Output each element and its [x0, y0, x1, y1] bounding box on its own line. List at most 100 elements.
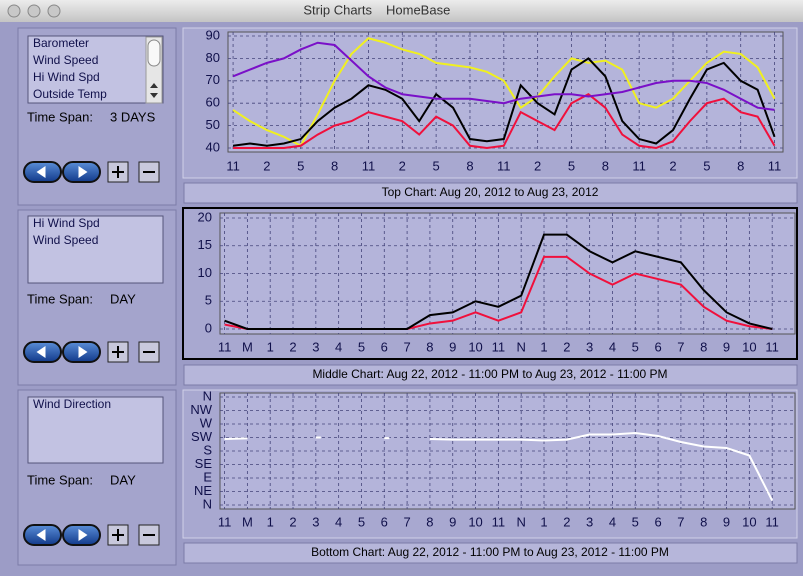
close-button[interactable] [7, 4, 21, 18]
time-span-value: DAY [110, 472, 136, 487]
series-list[interactable] [27, 396, 164, 464]
x-tick-label: 5 [703, 158, 710, 173]
plus-icon [112, 346, 124, 358]
y-tick-label: 10 [198, 265, 212, 280]
series-line [233, 93, 776, 150]
x-tick-label: 5 [358, 514, 365, 529]
series-list-item[interactable]: Hi Wind Spd [33, 216, 100, 230]
x-tick-label: 5 [568, 158, 575, 173]
x-tick-label: 8 [737, 158, 744, 173]
y-tick-label: NW [190, 402, 212, 417]
x-tick-label: 11 [218, 339, 232, 354]
y-tick-label: 70 [206, 72, 220, 87]
x-tick-label: 3 [586, 339, 593, 354]
x-tick-label: M [242, 339, 253, 354]
x-tick-label: 5 [358, 339, 365, 354]
x-tick-label: M [242, 514, 253, 529]
x-tick-label: 3 [312, 514, 319, 529]
x-tick-label: 2 [563, 339, 570, 354]
series-line [232, 37, 776, 148]
plus-icon [112, 166, 124, 178]
series-list-item[interactable]: Outside Temp [33, 87, 107, 101]
x-tick-label: 7 [677, 339, 684, 354]
x-tick-label: 8 [466, 158, 473, 173]
x-tick-label: 8 [426, 514, 433, 529]
x-tick-label: 3 [312, 339, 319, 354]
x-tick-label: 5 [433, 158, 440, 173]
x-tick-label: 1 [267, 339, 274, 354]
zoom-button[interactable] [47, 4, 61, 18]
scroll-arrow[interactable] [150, 83, 158, 98]
x-tick-label: 2 [289, 339, 296, 354]
series-line [232, 57, 776, 147]
window-title: Strip Charts [303, 2, 372, 17]
time-span-value: DAY [110, 291, 136, 306]
y-tick-label: 20 [198, 209, 212, 224]
time-span-label: Time Span: [27, 291, 93, 306]
x-tick-label: 11 [765, 514, 779, 529]
x-tick-label: 1 [540, 514, 547, 529]
series-list[interactable] [27, 35, 164, 104]
x-tick-label: 11 [218, 514, 232, 529]
y-tick-label: 5 [205, 293, 212, 308]
x-tick-label: 9 [449, 339, 456, 354]
x-tick-label: 7 [403, 514, 410, 529]
x-tick-label: 8 [700, 514, 707, 529]
x-tick-label: 9 [449, 514, 456, 529]
y-tick-label: 0 [205, 320, 212, 335]
series-line [224, 233, 773, 330]
series-list[interactable] [27, 215, 164, 284]
series-list-item[interactable]: Wind Speed [33, 53, 98, 67]
y-tick-label: S [203, 442, 212, 457]
chart-caption: Top Chart: Aug 20, 2012 to Aug 23, 2012 [382, 185, 599, 199]
x-tick-label: 6 [381, 514, 388, 529]
x-tick-label: 4 [609, 514, 616, 529]
series-list-item[interactable]: Wind Direction [33, 397, 111, 411]
series-list-item[interactable]: Barometer [33, 36, 89, 50]
x-tick-label: 2 [563, 514, 570, 529]
plus-icon [112, 529, 124, 541]
x-tick-label: 11 [765, 339, 779, 354]
x-tick-label: 8 [700, 339, 707, 354]
window-subtitle: HomeBase [386, 2, 450, 17]
y-tick-label: E [203, 469, 212, 484]
time-span-label: Time Span: [27, 472, 93, 487]
control-panels: Barometer Wind Speed Hi Wind Spd Outside Te… [17, 27, 177, 566]
y-tick-label: N [203, 496, 212, 511]
caption-bar [183, 364, 798, 386]
x-tick-label: 10 [742, 339, 756, 354]
minimize-button[interactable] [27, 4, 41, 18]
time-span-label: Time Span: [27, 109, 93, 124]
chart-caption: Middle Chart: Aug 22, 2012 - 11:00 PM to… [312, 367, 667, 381]
y-tick-label: 50 [206, 117, 220, 132]
x-tick-label: 4 [335, 339, 342, 354]
series-list-item[interactable]: Hi Wind Spd [33, 70, 100, 84]
scroll-thumb[interactable] [147, 39, 161, 67]
x-tick-label: 11 [497, 158, 511, 173]
x-tick-label: 11 [362, 158, 376, 173]
arrow-icon [36, 529, 46, 541]
x-tick-label: 10 [468, 514, 482, 529]
arrow-icon [78, 529, 88, 541]
x-tick-label: 3 [586, 514, 593, 529]
caption-bar [183, 182, 798, 204]
x-tick-label: 7 [677, 514, 684, 529]
x-tick-label: 11 [768, 158, 782, 173]
x-tick-label: 6 [654, 339, 661, 354]
arrow-icon [36, 346, 46, 358]
y-tick-label: 40 [206, 139, 220, 154]
series-list-item[interactable]: Wind Speed [33, 233, 98, 247]
x-tick-label: 11 [226, 158, 240, 173]
x-tick-label: 1 [267, 514, 274, 529]
x-tick-label: N [516, 514, 525, 529]
x-tick-label: 8 [426, 339, 433, 354]
y-tick-label: N [203, 388, 212, 403]
x-tick-label: 11 [632, 158, 646, 173]
x-tick-label: 2 [399, 158, 406, 173]
x-tick-label: 11 [492, 339, 506, 354]
x-tick-label: 6 [381, 339, 388, 354]
y-tick-label: NE [194, 483, 212, 498]
x-tick-label: 8 [602, 158, 609, 173]
